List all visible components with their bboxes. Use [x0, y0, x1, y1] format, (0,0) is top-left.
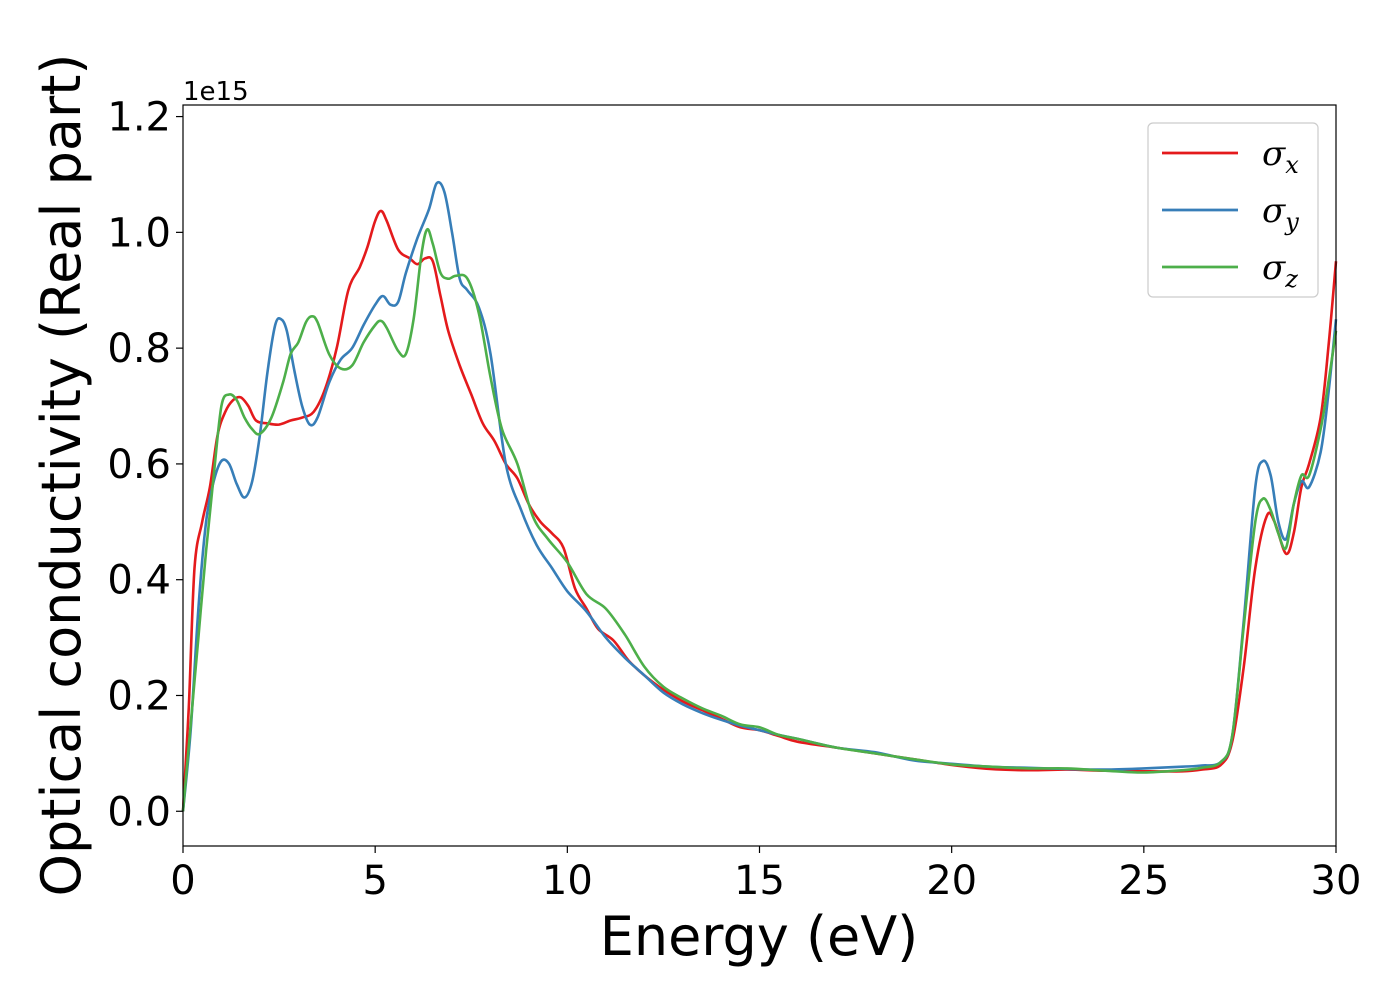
- legend-label-z: σz: [1262, 248, 1298, 293]
- series-line-z: [181, 227, 1338, 812]
- y-tick-label: 1.2: [107, 95, 171, 141]
- x-tick-label: 15: [734, 858, 785, 904]
- y-tick-label: 0.8: [107, 326, 171, 372]
- legend-label-x: σx: [1262, 134, 1299, 179]
- y-offset-label: 1e15: [183, 77, 249, 107]
- x-tick-label: 30: [1311, 858, 1362, 904]
- x-tick-label: 20: [926, 858, 977, 904]
- legend-label-y: σy: [1262, 191, 1299, 236]
- y-tick-label: 1.0: [107, 210, 171, 256]
- x-tick-label: 10: [542, 858, 593, 904]
- y-tick-label: 0.0: [107, 789, 171, 835]
- y-tick-label: 0.2: [107, 673, 171, 719]
- y-tick-label: 0.4: [107, 558, 171, 604]
- x-axis-label: Energy (eV): [600, 905, 919, 968]
- series-group: [181, 180, 1338, 812]
- series-line-x: [181, 209, 1338, 812]
- x-tick-label: 5: [362, 858, 387, 904]
- x-axis: 0 5 10 15 20 25 30: [170, 846, 1361, 904]
- plot-area: [183, 105, 1336, 846]
- legend: σx σy σz: [1147, 122, 1319, 298]
- y-tick-label: 0.6: [107, 442, 171, 488]
- y-axis-label: Optical conductivity (Real part): [30, 54, 93, 897]
- x-tick-label: 25: [1118, 858, 1169, 904]
- y-axis: 0.0 0.2 0.4 0.6 0.8 1.0 1.2: [107, 95, 183, 835]
- x-tick-label: 0: [170, 858, 195, 904]
